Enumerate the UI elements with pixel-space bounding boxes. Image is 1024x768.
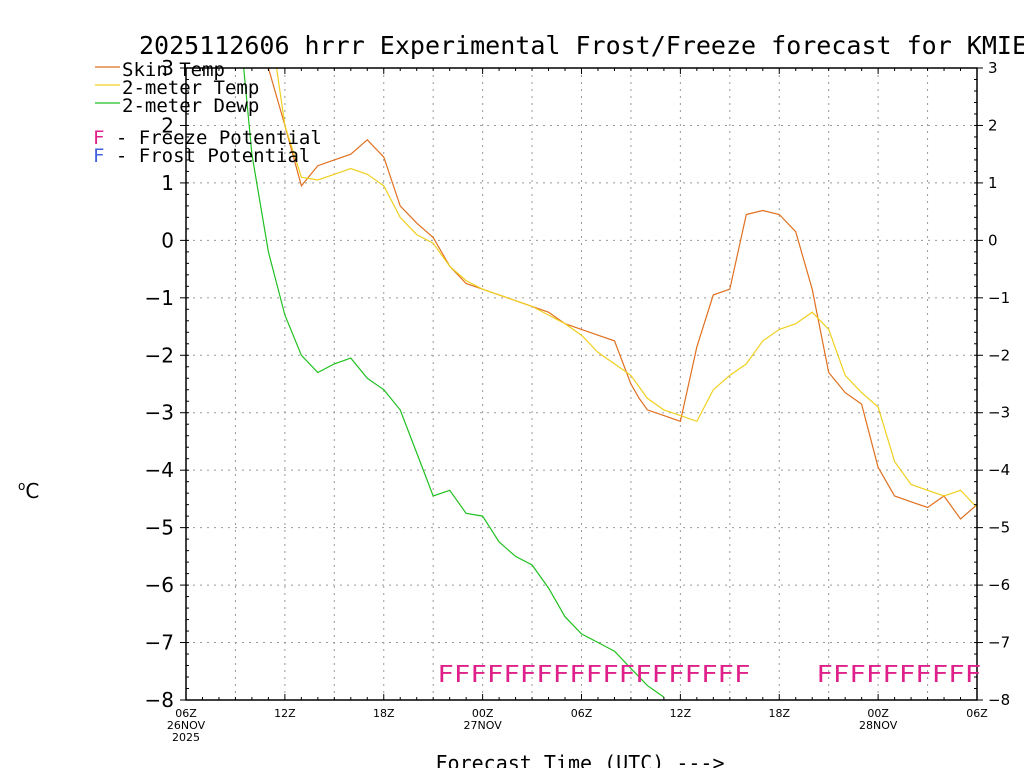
series-line-2-meter-temp (275, 68, 977, 508)
x-axis-label: Forecast Time (UTC) ---> (436, 751, 725, 768)
y-tick-label-right: 2 (988, 116, 998, 134)
y-tick-label-right: 0 (988, 231, 998, 249)
unit-symbol: C (25, 479, 39, 503)
x-tick-label: 27NOV (464, 719, 503, 732)
y-tick-label-right: −7 (988, 634, 1010, 652)
x-tick-label: 12Z (670, 707, 692, 720)
series-lines (243, 68, 977, 698)
y-tick-label-right: −8 (988, 691, 1010, 709)
y-tick-label: −1 (145, 286, 174, 310)
x-tick-label: 00Z (472, 707, 494, 720)
freeze-potential-flags: FFFFFFFFFFFFFFFFFFF (437, 662, 750, 688)
y-tick-label-right: −4 (988, 461, 1010, 479)
y-tick-label-right: −3 (988, 404, 1010, 422)
potential-flags: FFFFFFFFFFFFFFFFFFF FFFFFFFFFF (437, 662, 981, 688)
y-tick-label: −3 (145, 401, 174, 425)
potential-text: - Freeze Potential (104, 127, 321, 149)
y-tick-label-right: −2 (988, 346, 1010, 364)
x-tick-label: 06Z (175, 707, 197, 720)
y-tick-label: −2 (145, 343, 174, 367)
y-axis-ticks: −8 −8 −7 −7 −6 −6 −5 −5 −4 −4 −3 −3 −2 −2 −1 −1 0 0 1 1 2 2 3 3 (145, 56, 1011, 712)
freeze-potential-flags: FFFFFFFFFF (816, 662, 981, 688)
x-tick-label: 28NOV (859, 719, 898, 732)
potential-legend-entry: F - Frost Potential (93, 145, 310, 167)
legend-entry: 2-meter Temp (122, 77, 259, 99)
x-tick-label: 00Z (867, 707, 889, 720)
y-tick-label-right: 3 (988, 59, 998, 77)
y-tick-label: −6 (145, 573, 174, 597)
y-tick-label: −5 (145, 516, 174, 540)
legend-entry: 2-meter Dewp (122, 95, 259, 117)
x-tick-label: 18Z (768, 707, 790, 720)
potential-legend-entry: F - Freeze Potential (93, 127, 322, 149)
y-tick-label: −7 (145, 631, 174, 655)
y-tick-label: 2 (161, 113, 174, 137)
y-tick-label: −8 (145, 688, 174, 712)
x-tick-label: 06Z (571, 707, 593, 720)
x-tick-label: 18Z (373, 707, 395, 720)
series-line-2-meter-dewp (243, 68, 665, 698)
potential-letter: F (93, 127, 104, 149)
y-tick-label-right: −1 (988, 289, 1010, 307)
x-tick-label: 12Z (274, 707, 296, 720)
x-tick-label: 2025 (172, 731, 200, 744)
degree-symbol: o (18, 479, 25, 493)
y-tick-label: −4 (145, 458, 174, 482)
potential-letter: F (93, 145, 104, 167)
series-line-skin-temp (267, 68, 977, 520)
legend-entry: Skin Temp (122, 59, 225, 81)
y-tick-label: 0 (161, 228, 174, 252)
chart-title: 2025112606 hrrr Experimental Frost/Freez… (139, 31, 1024, 60)
y-tick-label-right: 1 (988, 174, 998, 192)
grid (186, 68, 977, 700)
y-tick-label: 3 (161, 56, 174, 80)
y-tick-label: 1 (161, 171, 174, 195)
y-tick-label-right: −6 (988, 576, 1010, 594)
y-tick-label-right: −5 (988, 519, 1010, 537)
y-axis-label: oC (18, 479, 39, 503)
x-tick-label: 06Z (966, 707, 988, 720)
x-tick-label: 26NOV (167, 719, 206, 732)
potential-text: - Frost Potential (104, 145, 310, 167)
